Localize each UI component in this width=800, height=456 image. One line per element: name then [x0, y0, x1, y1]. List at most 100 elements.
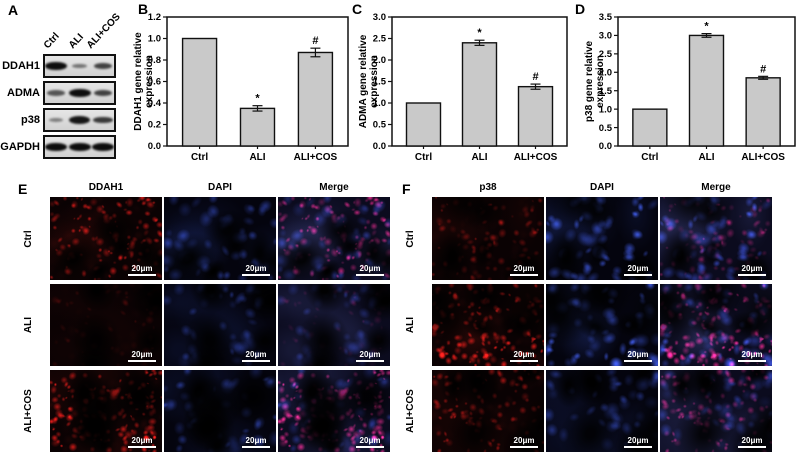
y-tick-label: 1.0 [373, 98, 386, 109]
y-tick-label: 0.2 [148, 120, 161, 131]
micrograph-E-ALI-DDAH1: 20μm [50, 284, 162, 366]
scale-bar-label: 20μm [627, 436, 649, 445]
micrograph-canvas [164, 284, 276, 366]
y-tick-label: 0.4 [148, 98, 162, 109]
panel-label-C: C [352, 1, 362, 17]
scale-bar-line [738, 446, 766, 448]
micrograph-E-ALI-Merge: 20μm [278, 284, 390, 366]
y-tick-label: 2.5 [373, 34, 387, 45]
micrograph-F-Ctrl-p38: 20μm [432, 197, 544, 280]
bar-ALI+COS [297, 51, 334, 147]
col-header-Merge: Merge [701, 182, 731, 193]
blot-band [93, 62, 113, 70]
scale-bar-line [510, 274, 538, 276]
y-tick-label: 0.8 [148, 55, 161, 66]
micrograph-canvas [546, 370, 658, 452]
micrograph-canvas [278, 370, 390, 452]
x-category-label: ALI [249, 152, 265, 163]
y-tick-label: 1.0 [148, 34, 161, 45]
micrograph-F-ALI-DAPI: 20μm [546, 284, 658, 366]
y-tick-label: 1.2 [148, 12, 161, 23]
micrograph-F-ALI-Merge: 20μm [660, 284, 772, 366]
scale-bar-label: 20μm [131, 436, 153, 445]
panel-label-F: F [402, 181, 411, 197]
micrograph-E-Ctrl-DDAH1: 20μm [50, 197, 162, 280]
micrograph-F-Ctrl-Merge: 20μm [660, 197, 772, 280]
y-tick-label: 3.0 [373, 12, 386, 23]
micrograph-canvas [546, 284, 658, 366]
scale-bar-line [624, 446, 652, 448]
scale-bar-label: 20μm [359, 350, 381, 359]
micrograph-canvas [278, 197, 390, 280]
blot-band [68, 142, 91, 152]
scale-bar: 20μm [356, 437, 384, 448]
micrograph-F-Ctrl-DAPI: 20μm [546, 197, 658, 280]
col-header-DDAH1: DDAH1 [88, 182, 124, 193]
x-category-label: ALI [471, 152, 487, 163]
blot-band [71, 63, 88, 69]
bar-ALI [239, 107, 276, 147]
panel-label-A: A [8, 2, 19, 18]
bar-ALI [688, 34, 725, 147]
scale-bar-label: 20μm [245, 350, 267, 359]
bar-ALI+COS [517, 85, 554, 147]
bar-ALI+COS [745, 77, 781, 147]
scale-bar-label: 20μm [359, 436, 381, 445]
scale-bar: 20μm [510, 351, 538, 362]
micrograph-E-ALI+COS-Merge: 20μm [278, 370, 390, 452]
micrograph-F-ALI+COS-p38: 20μm [432, 370, 544, 452]
blot-target-label: DDAH1 [2, 60, 40, 72]
bar-Ctrl [632, 108, 668, 147]
row-label-Ctrl: Ctrl [23, 229, 34, 248]
panel-label-E: E [18, 181, 28, 197]
panel-label-D: D [575, 1, 585, 17]
blot-band [48, 117, 64, 123]
scale-bar: 20μm [624, 265, 652, 276]
significance-marker: # [760, 63, 766, 75]
row-label-ALI: ALI [23, 316, 34, 334]
col-header-DAPI: DAPI [208, 182, 232, 193]
significance-marker: * [477, 27, 482, 39]
bar-chart-B: B 0.0 0.2 0.4 0.6 0.8 1.0 1.2 DDAH1 gene relativ… [133, 1, 349, 163]
scale-bar-label: 20μm [741, 350, 763, 359]
bar-Ctrl [181, 37, 218, 147]
bar-ALI [461, 42, 498, 147]
scale-bar-label: 20μm [513, 350, 535, 359]
micrograph-canvas [164, 370, 276, 452]
blot-band [45, 61, 67, 71]
scale-bar: 20μm [738, 265, 766, 276]
scale-bar-line [510, 446, 538, 448]
scale-bar-line [242, 274, 270, 276]
scale-bar: 20μm [624, 437, 652, 448]
micrograph-E-ALI+COS-DDAH1: 20μm [50, 370, 162, 452]
scale-bar-line [738, 274, 766, 276]
blot-band [92, 142, 114, 152]
bar-Ctrl [405, 102, 442, 147]
scale-bar-label: 20μm [359, 264, 381, 273]
y-tick-label: 0.5 [373, 120, 387, 131]
scale-bar-line [624, 274, 652, 276]
scale-bar-label: 20μm [741, 264, 763, 273]
micrograph-canvas [546, 197, 658, 280]
y-tick-label: 2.5 [599, 49, 613, 60]
significance-marker: * [704, 21, 709, 33]
blot-band [93, 89, 113, 97]
micrograph-canvas [432, 197, 544, 280]
scale-bar: 20μm [128, 437, 156, 448]
panel-label-B: B [138, 1, 148, 17]
row-label-ALI+COS: ALI+COS [23, 389, 34, 433]
scale-bar-line [356, 446, 384, 448]
micrograph-E-Ctrl-DAPI: 20μm [164, 197, 276, 280]
micrograph-canvas [660, 370, 772, 452]
scale-bar-label: 20μm [741, 436, 763, 445]
blot-strip-GAPDH [43, 135, 116, 159]
scale-bar: 20μm [128, 265, 156, 276]
scale-bar: 20μm [356, 351, 384, 362]
scale-bar-label: 20μm [513, 436, 535, 445]
scale-bar-label: 20μm [131, 350, 153, 359]
lane-label-Ctrl: Ctrl [41, 30, 62, 51]
scale-bar-line [738, 360, 766, 362]
col-header-DAPI: DAPI [590, 182, 614, 193]
y-tick-label: 2.0 [373, 55, 386, 66]
